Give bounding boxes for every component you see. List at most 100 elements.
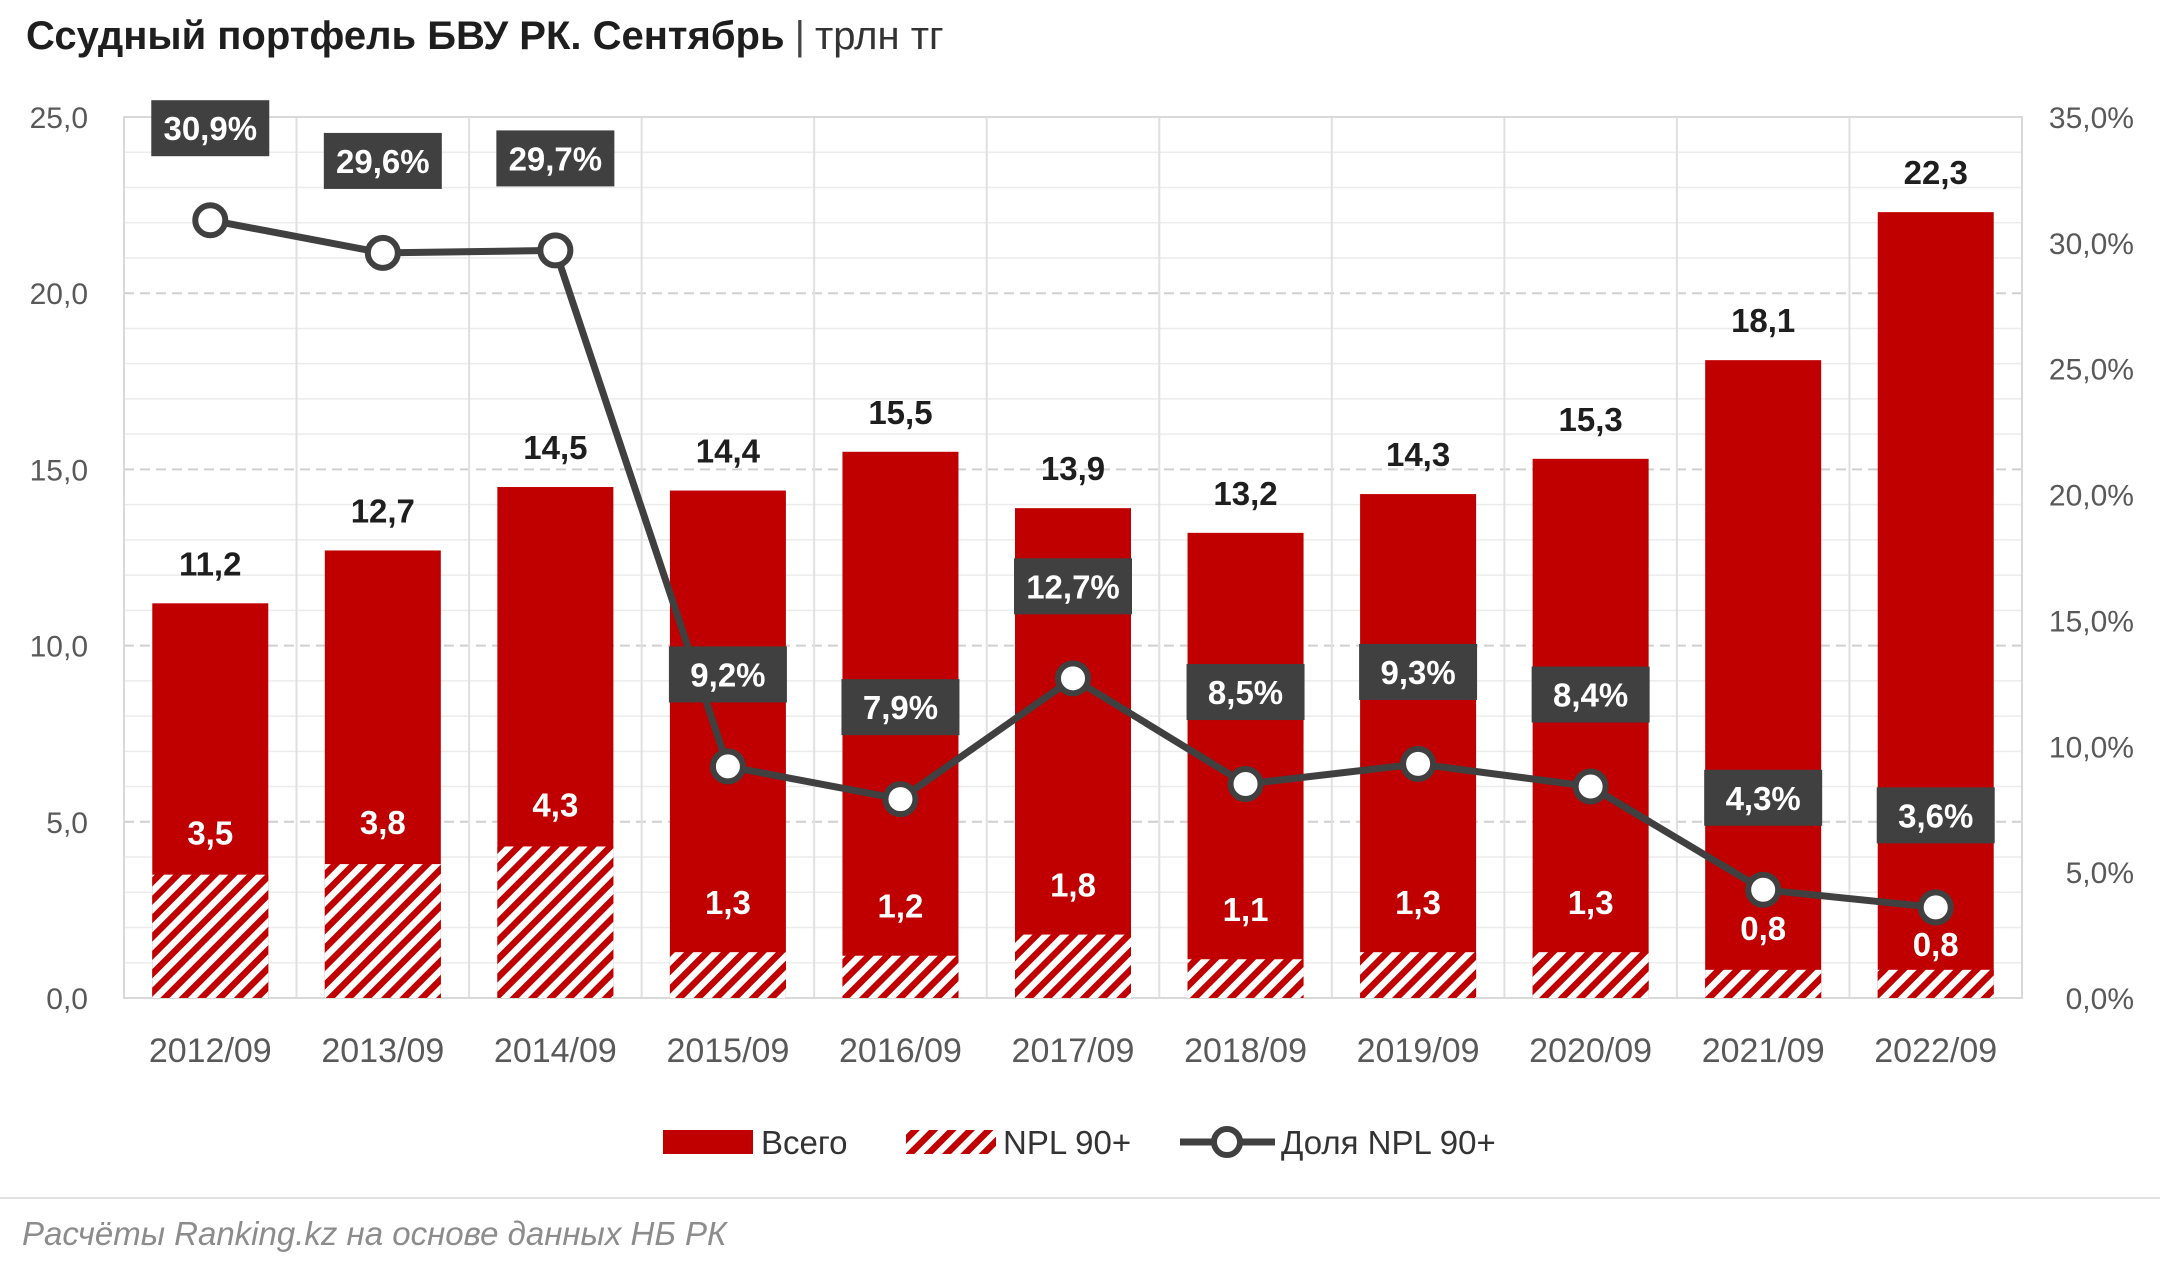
share-value-label: 7,9%	[863, 689, 938, 726]
share-point	[709, 748, 746, 785]
share-value-label: 30,9%	[163, 110, 257, 147]
share-point	[1572, 768, 1609, 805]
share-value-label: 9,3%	[1380, 654, 1455, 691]
total-value-label: 15,3	[1559, 401, 1623, 438]
share-point	[192, 202, 229, 239]
right-axis-tick: 10,0%	[2049, 731, 2134, 764]
share-point	[1227, 766, 1264, 803]
x-axis-tick: 2017/09	[1012, 1032, 1135, 1070]
left-axis-tick: 0,0	[46, 983, 88, 1016]
share-label-box	[1876, 787, 1995, 844]
total-value-label: 14,3	[1386, 436, 1450, 473]
npl-value-label: 1,3	[1395, 884, 1441, 921]
share-label-box	[1704, 769, 1823, 826]
legend-swatch-share-marker	[1211, 1126, 1243, 1158]
left-axis-tick: 25,0	[30, 102, 88, 135]
npl-value-label: 1,8	[1050, 867, 1096, 904]
total-value-label: 18,1	[1731, 302, 1795, 339]
left-axis-tick: 5,0	[46, 807, 88, 840]
bar-npl	[497, 846, 614, 998]
total-value-label: 15,5	[868, 394, 932, 431]
share-value-label: 29,6%	[336, 143, 430, 180]
bar-npl	[669, 952, 786, 998]
total-value-label: 12,7	[351, 492, 415, 529]
npl-value-label: 0,8	[1740, 910, 1786, 947]
bar-npl	[1015, 934, 1131, 998]
left-axis-tick: 15,0	[30, 454, 88, 487]
x-axis-tick: 2012/09	[149, 1032, 272, 1070]
share-value-label: 8,5%	[1208, 674, 1283, 711]
share-point	[1400, 745, 1437, 782]
chart-title-main: Ссудный портфель БВУ РК. Сентябрь	[26, 14, 785, 58]
bar-npl	[324, 864, 441, 998]
share-value-label: 4,3%	[1726, 780, 1801, 817]
legend-swatch-total	[663, 1130, 753, 1154]
x-axis-tick: 2013/09	[321, 1032, 444, 1070]
right-axis-tick: 35,0%	[2049, 102, 2134, 135]
x-axis-tick: 2015/09	[666, 1032, 789, 1070]
share-point	[537, 232, 574, 269]
bar-total	[1877, 212, 1994, 998]
share-point	[1917, 889, 1954, 926]
right-axis-tick: 0,0%	[2066, 983, 2134, 1016]
legend-label-npl: NPL 90+	[1003, 1124, 1131, 1161]
share-label-box	[1186, 664, 1305, 721]
share-value-label: 8,4%	[1553, 677, 1628, 714]
x-axis-tick: 2014/09	[494, 1032, 617, 1070]
left-axis-tick: 10,0	[30, 631, 88, 664]
npl-value-label: 1,3	[1568, 884, 1614, 921]
bar-npl	[842, 955, 959, 998]
share-label-box	[496, 130, 615, 187]
share-point	[1055, 660, 1091, 697]
share-label-box	[1531, 666, 1650, 723]
share-value-label: 29,7%	[509, 140, 603, 177]
legend-label-share: Доля NPL 90+	[1281, 1124, 1496, 1161]
left-axis-tick: 20,0	[30, 278, 88, 311]
bar-npl	[1877, 969, 1994, 998]
bar-npl	[1187, 959, 1304, 998]
npl-value-label: 1,1	[1223, 891, 1269, 928]
right-axis-tick: 20,0%	[2049, 480, 2134, 513]
x-axis-tick: 2016/09	[839, 1032, 962, 1070]
total-value-label: 22,3	[1904, 154, 1968, 191]
share-value-label: 3,6%	[1898, 797, 1973, 834]
bar-npl	[1532, 952, 1649, 998]
npl-value-label: 3,8	[360, 804, 406, 841]
footer-divider	[0, 1197, 2160, 1199]
total-value-label: 11,2	[179, 545, 241, 582]
npl-value-label: 1,3	[705, 884, 751, 921]
bar-total	[1187, 532, 1304, 998]
title-separator: |	[794, 14, 805, 58]
right-axis-tick: 30,0%	[2049, 228, 2134, 261]
npl-value-label: 4,3	[532, 786, 578, 823]
npl-value-label: 1,2	[878, 888, 924, 925]
total-value-label: 13,9	[1041, 450, 1105, 487]
share-label-box	[323, 132, 442, 189]
bar-npl	[152, 874, 269, 998]
share-label-box	[1014, 558, 1132, 615]
legend-label-total: Всего	[761, 1124, 848, 1161]
right-axis-tick: 5,0%	[2066, 857, 2134, 890]
share-value-label: 9,2%	[690, 656, 765, 693]
legend-swatch-npl	[906, 1130, 996, 1154]
bar-npl	[1705, 969, 1822, 998]
x-axis-tick: 2018/09	[1184, 1032, 1307, 1070]
x-axis-tick: 2019/09	[1357, 1032, 1480, 1070]
share-label-box	[1359, 643, 1478, 700]
share-point	[364, 234, 401, 271]
total-value-label: 13,2	[1213, 475, 1277, 512]
bar-total	[669, 490, 786, 998]
npl-value-label: 3,5	[187, 815, 233, 852]
right-axis-tick: 15,0%	[2049, 605, 2134, 638]
x-axis-tick: 2020/09	[1529, 1032, 1652, 1070]
total-value-label: 14,4	[696, 433, 761, 470]
total-value-label: 14,5	[523, 429, 587, 466]
share-label-box	[668, 646, 787, 703]
chart-unit: трлн тг	[814, 14, 944, 58]
x-axis-tick: 2021/09	[1702, 1032, 1825, 1070]
right-axis-tick: 25,0%	[2049, 354, 2134, 387]
share-value-label: 12,7%	[1026, 568, 1120, 605]
loan-portfolio-chart: 11,2 12,7 14,5 14,4 15,5 13,9 13,2 14,3 15,3 18,1…	[30, 100, 2134, 1161]
share-point	[882, 781, 919, 818]
bar-npl	[1360, 952, 1477, 998]
